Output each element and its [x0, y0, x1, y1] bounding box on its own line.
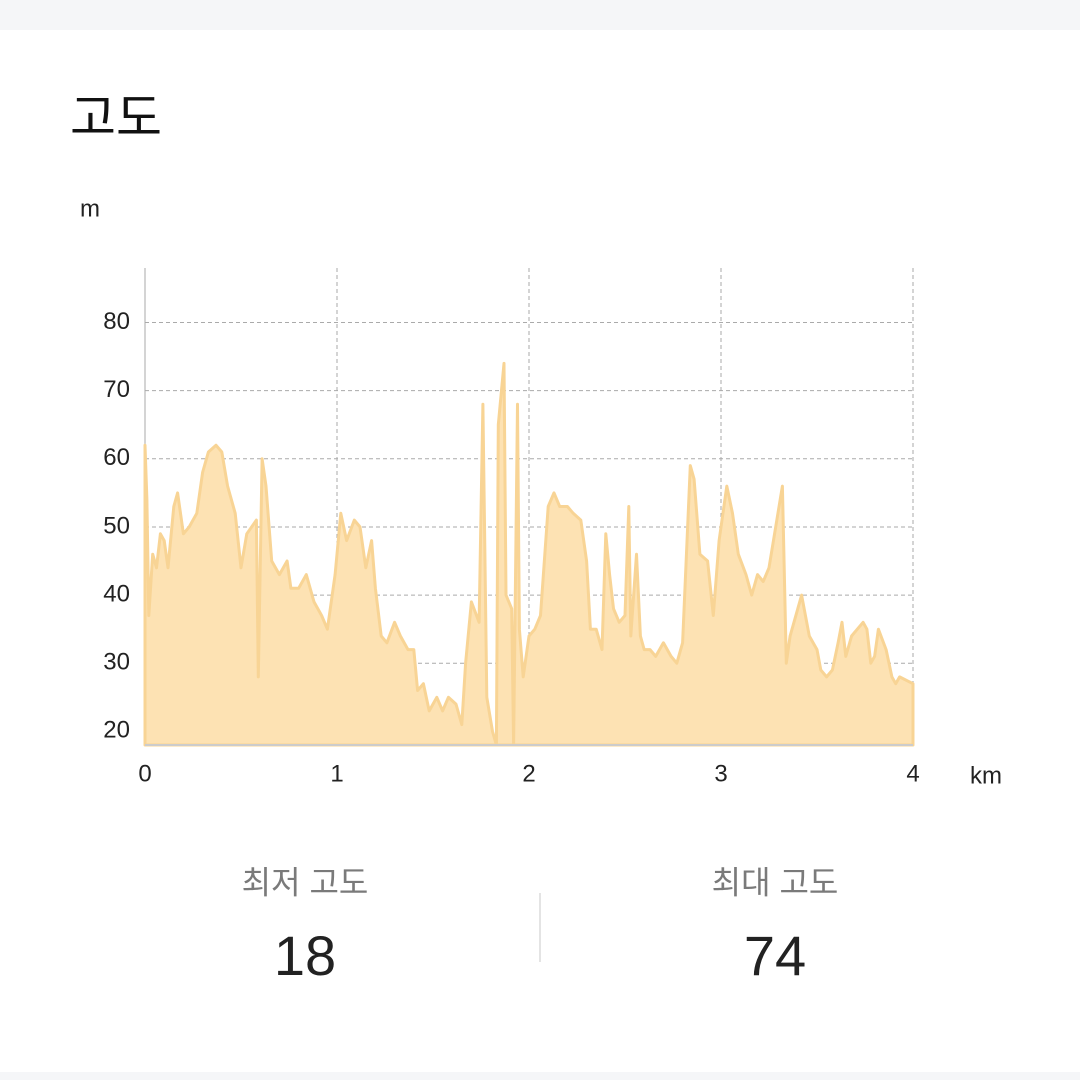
elevation-area [143, 361, 915, 747]
title: 고도 [70, 90, 162, 146]
x-tick-label: 2 [522, 760, 535, 787]
bottom-strip [0, 1072, 1080, 1080]
y-tick-label: 30 [103, 649, 130, 676]
stat-value: 18 [274, 924, 336, 987]
y-unit: m [80, 195, 100, 222]
stat-label: 최대 고도 [712, 864, 839, 900]
y-tick-label: 70 [103, 376, 130, 403]
top-strip [0, 0, 1080, 30]
y-tick-label: 20 [103, 717, 130, 744]
x-tick-label: 3 [714, 760, 727, 787]
x-tick-label: 0 [138, 760, 151, 787]
y-tick-label: 50 [103, 512, 130, 539]
x-tick-label: 4 [906, 760, 919, 787]
y-tick-label: 40 [103, 580, 130, 607]
stat-label: 최저 고도 [242, 864, 369, 900]
x-unit: km [970, 762, 1002, 789]
stat-value: 74 [744, 924, 806, 987]
x-tick-label: 1 [330, 760, 343, 787]
y-tick-label: 60 [103, 444, 130, 471]
y-tick-label: 80 [103, 308, 130, 335]
